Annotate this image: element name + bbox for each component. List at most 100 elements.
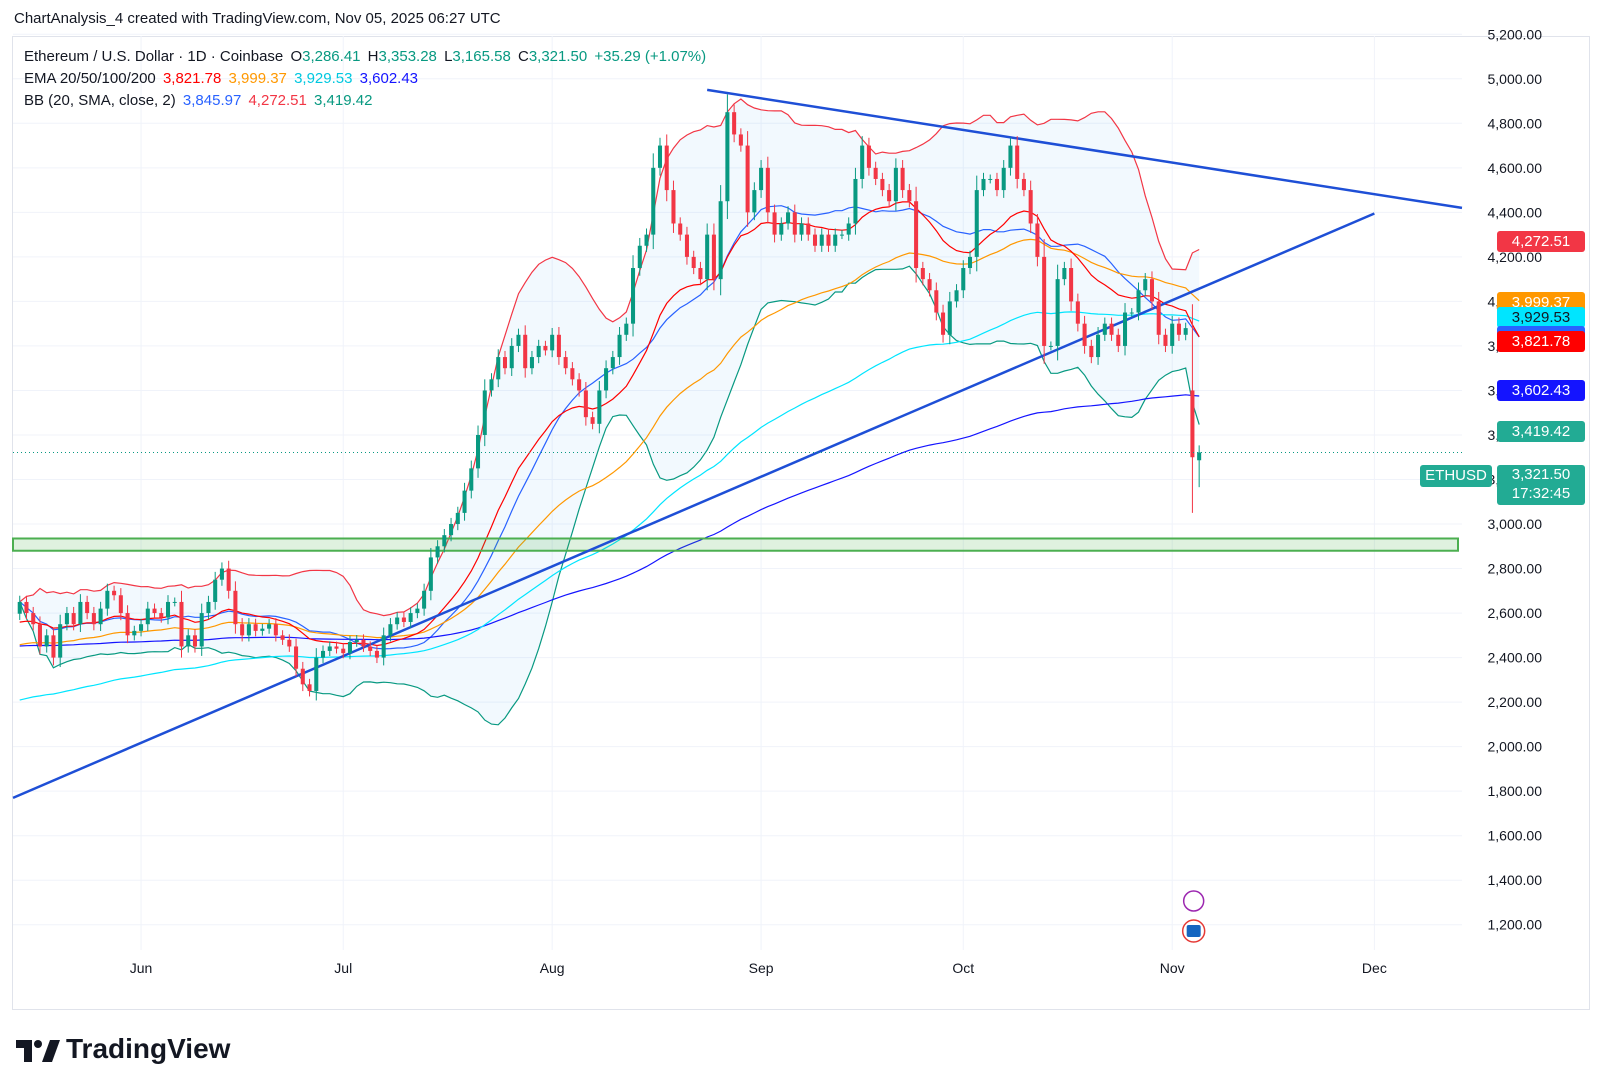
candle-body[interactable]: [1082, 323, 1087, 346]
candle-body[interactable]: [1129, 312, 1134, 314]
candle-body[interactable]: [246, 624, 251, 636]
trendline-descending-resistance[interactable]: [706, 88, 1463, 210]
candle-body[interactable]: [1123, 312, 1128, 346]
candle-body[interactable]: [1143, 279, 1148, 291]
candle-body[interactable]: [981, 178, 986, 191]
candle-body[interactable]: [684, 234, 689, 257]
candle-body[interactable]: [617, 334, 622, 358]
candle-body[interactable]: [1176, 323, 1181, 335]
candle-body[interactable]: [866, 145, 871, 168]
legend-bb-label[interactable]: BB (20, SMA, close, 2): [24, 92, 176, 109]
candle-body[interactable]: [651, 167, 656, 235]
candle-body[interactable]: [644, 234, 649, 246]
candle-body[interactable]: [105, 590, 110, 609]
candle-body[interactable]: [85, 601, 90, 614]
candle-body[interactable]: [51, 635, 56, 658]
candle-body[interactable]: [826, 234, 831, 246]
candle-body[interactable]: [267, 624, 272, 629]
legend-ema-label[interactable]: EMA 20/50/100/200: [24, 70, 156, 87]
candle-body[interactable]: [1089, 345, 1094, 358]
candle-body[interactable]: [839, 234, 844, 236]
candle-body[interactable]: [165, 601, 171, 618]
candle-body[interactable]: [462, 490, 467, 513]
candle-body[interactable]: [199, 613, 204, 647]
candle-body[interactable]: [1048, 345, 1053, 347]
candle-body[interactable]: [1055, 279, 1060, 346]
candle-body[interactable]: [786, 212, 791, 224]
candle-body[interactable]: [219, 568, 224, 580]
candle-body[interactable]: [961, 268, 966, 291]
candle-body[interactable]: [610, 357, 615, 369]
candle-body[interactable]: [637, 245, 642, 269]
candle-body[interactable]: [1035, 223, 1040, 257]
candle-body[interactable]: [240, 624, 245, 636]
candle-body[interactable]: [1069, 268, 1074, 302]
candle-body[interactable]: [624, 323, 629, 335]
candle-body[interactable]: [1190, 390, 1195, 458]
candle-body[interactable]: [287, 639, 292, 647]
candle-body[interactable]: [415, 608, 420, 614]
candle-body[interactable]: [846, 223, 851, 235]
candle-body[interactable]: [516, 334, 521, 346]
candle-body[interactable]: [280, 635, 285, 640]
candle-body[interactable]: [125, 613, 130, 636]
candle-body[interactable]: [395, 617, 400, 625]
candle-body[interactable]: [91, 613, 96, 625]
candle-body[interactable]: [678, 223, 683, 235]
candle-body[interactable]: [118, 595, 123, 614]
candle-body[interactable]: [112, 590, 117, 596]
candle-body[interactable]: [934, 290, 939, 313]
candle-body[interactable]: [1163, 334, 1168, 346]
candle-body[interactable]: [347, 642, 352, 654]
candle-body[interactable]: [779, 223, 784, 235]
candle-body[interactable]: [718, 201, 723, 280]
candle-body[interactable]: [819, 234, 824, 246]
candle-body[interactable]: [799, 223, 804, 235]
candle-body[interactable]: [1116, 334, 1121, 346]
candle-body[interactable]: [833, 234, 838, 246]
candle-body[interactable]: [732, 112, 737, 135]
candle-body[interactable]: [812, 234, 818, 246]
candle-body[interactable]: [307, 684, 312, 691]
candle-body[interactable]: [449, 524, 454, 536]
candle-body[interactable]: [671, 190, 676, 224]
candle-body[interactable]: [711, 234, 716, 280]
candle-body[interactable]: [792, 212, 797, 235]
candle-body[interactable]: [1156, 301, 1161, 335]
candle-body[interactable]: [543, 345, 548, 351]
candle-body[interactable]: [529, 357, 534, 369]
candle-body[interactable]: [954, 290, 959, 302]
candle-body[interactable]: [78, 601, 83, 625]
candle-body[interactable]: [482, 390, 487, 435]
candle-body[interactable]: [765, 167, 770, 213]
candle-body[interactable]: [64, 613, 69, 625]
candle-body[interactable]: [509, 345, 514, 369]
candle-body[interactable]: [536, 345, 541, 358]
candle-body[interactable]: [974, 190, 979, 257]
support-zone[interactable]: [12, 537, 1459, 552]
candle-body[interactable]: [691, 256, 696, 269]
candle-body[interactable]: [941, 312, 946, 335]
candle-body[interactable]: [914, 201, 919, 269]
candle-body[interactable]: [900, 167, 905, 191]
candle-body[interactable]: [368, 646, 373, 651]
candle-body[interactable]: [570, 368, 575, 380]
candle-body[interactable]: [1042, 256, 1047, 346]
candle-body[interactable]: [408, 613, 413, 622]
candle-body[interactable]: [172, 601, 177, 603]
candle-body[interactable]: [657, 145, 663, 168]
candle-body[interactable]: [320, 650, 326, 658]
tradingview-logo[interactable]: TradingView: [16, 1033, 230, 1065]
candle-body[interactable]: [556, 334, 561, 358]
candle-body[interactable]: [37, 624, 42, 647]
candle-body[interactable]: [1136, 290, 1141, 313]
candle-body[interactable]: [476, 434, 481, 469]
candle-body[interactable]: [327, 646, 332, 651]
candle-body[interactable]: [31, 613, 36, 625]
candle-body[interactable]: [71, 613, 76, 625]
candle-body[interactable]: [893, 167, 898, 202]
candle-body[interactable]: [880, 178, 885, 191]
candle-body[interactable]: [907, 190, 912, 202]
candle-body[interactable]: [920, 268, 925, 280]
candle-body[interactable]: [873, 167, 878, 179]
